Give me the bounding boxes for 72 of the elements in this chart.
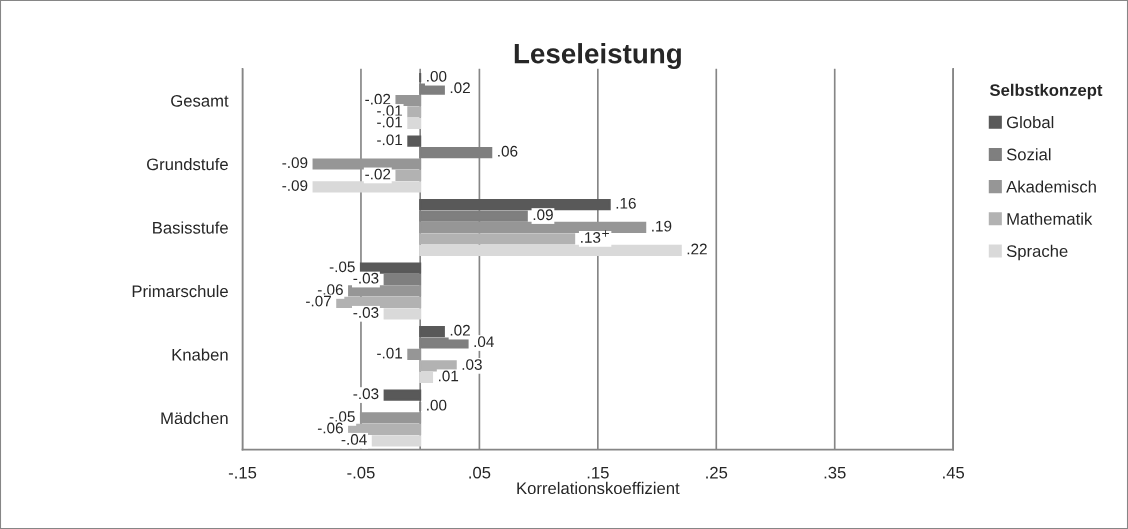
bar bbox=[407, 348, 422, 361]
chart-title: Leseleistung bbox=[514, 43, 681, 70]
data-label: .16 bbox=[616, 197, 636, 209]
data-label: .04 bbox=[474, 336, 494, 348]
bar bbox=[419, 199, 611, 211]
bar bbox=[383, 389, 422, 401]
bar bbox=[407, 117, 422, 129]
bar bbox=[419, 325, 445, 338]
data-label: .06 bbox=[498, 145, 518, 157]
x-tick-label: .35 bbox=[824, 466, 846, 479]
bar bbox=[348, 285, 422, 297]
x-tick-label: .15 bbox=[587, 466, 609, 479]
bar bbox=[359, 412, 422, 424]
legend-label: Global bbox=[1006, 115, 1054, 129]
legend-label: Sozial bbox=[1006, 148, 1051, 161]
x-tick-label: .25 bbox=[706, 466, 728, 479]
data-label: -.05 bbox=[329, 261, 355, 273]
data-label: .09 bbox=[533, 209, 553, 221]
legend-label: Mathematik bbox=[1007, 212, 1093, 225]
data-label: -.04 bbox=[341, 434, 367, 445]
legend-label: Akademisch bbox=[1006, 180, 1096, 193]
y-tick-label: Gesamt bbox=[171, 94, 229, 107]
bar bbox=[407, 135, 422, 147]
data-label: -.01 bbox=[377, 116, 403, 128]
data-label: .03 bbox=[462, 359, 482, 370]
data-label: -.06 bbox=[317, 284, 343, 296]
bar bbox=[312, 158, 422, 170]
data-label: -.01 bbox=[377, 105, 403, 117]
data-label: -.01 bbox=[377, 134, 403, 146]
bar bbox=[348, 423, 422, 435]
data-label: .22 bbox=[687, 243, 707, 255]
data-label: -.09 bbox=[282, 180, 308, 191]
data-label: -.03 bbox=[353, 307, 379, 318]
data-label: .00 bbox=[427, 70, 447, 82]
bar bbox=[419, 371, 434, 383]
bar bbox=[383, 273, 422, 286]
bar bbox=[395, 169, 422, 182]
bar bbox=[371, 435, 422, 447]
data-label: -.03 bbox=[353, 388, 379, 400]
data-label: -.09 bbox=[282, 157, 308, 169]
x-axis-title: Korrelationskoeffizient bbox=[517, 481, 680, 495]
y-tick-label: Knaben bbox=[172, 348, 228, 361]
y-tick-label: Grundstufe bbox=[147, 157, 228, 171]
x-tick-label: .45 bbox=[943, 466, 965, 479]
data-label: .01 bbox=[438, 370, 459, 382]
data-label: -.03 bbox=[353, 272, 379, 284]
data-label: -.05 bbox=[329, 411, 355, 423]
data-label: .00 bbox=[427, 399, 447, 411]
data-label: .02 bbox=[450, 324, 470, 336]
bar bbox=[383, 308, 422, 320]
data-label: -.07 bbox=[306, 295, 331, 307]
data-label: -.01 bbox=[377, 347, 403, 359]
x-tick-label: .05 bbox=[469, 466, 491, 479]
legend-title: Selbstkonzept bbox=[989, 83, 1103, 100]
bar bbox=[336, 296, 422, 308]
data-label: -.02 bbox=[365, 93, 391, 105]
data-label: -.02 bbox=[365, 168, 391, 180]
data-label: .13$^{+}$ bbox=[581, 230, 609, 243]
bar bbox=[419, 210, 528, 222]
bar bbox=[312, 181, 422, 193]
legend-label: Sprache bbox=[1006, 244, 1068, 261]
y-tick-label: Basisstufe bbox=[153, 221, 228, 234]
y-tick-label: Primarschule bbox=[132, 284, 228, 298]
data-label: .02 bbox=[450, 82, 470, 94]
y-tick-label: Mädchen bbox=[161, 411, 228, 425]
bar bbox=[419, 244, 682, 256]
x-tick-label: -.15 bbox=[228, 466, 257, 479]
bar bbox=[419, 337, 469, 349]
data-label: -.06 bbox=[317, 422, 343, 434]
x-tick-label: -.05 bbox=[347, 466, 375, 479]
bar bbox=[407, 106, 422, 118]
data-label: .19 bbox=[652, 220, 672, 232]
